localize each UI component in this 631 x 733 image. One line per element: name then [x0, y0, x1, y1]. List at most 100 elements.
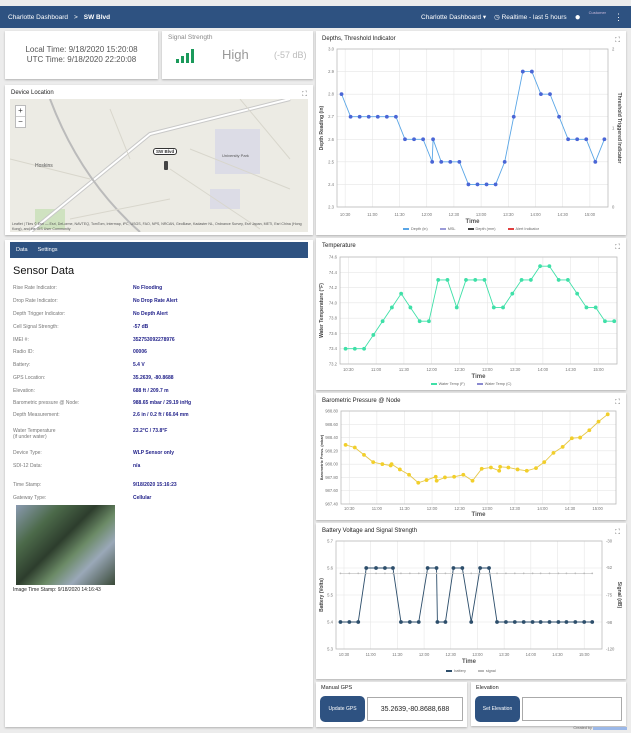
data-point[interactable]: [565, 278, 570, 282]
data-point[interactable]: [452, 572, 455, 575]
data-point[interactable]: [470, 478, 475, 483]
data-point[interactable]: [383, 566, 387, 570]
data-point[interactable]: [448, 159, 453, 164]
data-point[interactable]: [389, 462, 394, 467]
data-point[interactable]: [487, 566, 491, 570]
data-point[interactable]: [407, 620, 412, 624]
data-point[interactable]: [473, 278, 478, 282]
map-marker-icon[interactable]: [164, 161, 168, 170]
data-point[interactable]: [488, 572, 490, 575]
data-point[interactable]: [375, 572, 377, 575]
data-point[interactable]: [596, 419, 601, 424]
data-point[interactable]: [417, 319, 422, 324]
data-point[interactable]: [375, 114, 380, 119]
data-point[interactable]: [547, 620, 552, 624]
set-elevation-button[interactable]: Set Elevation: [475, 696, 520, 722]
legend-item[interactable]: Depth (mm): [467, 227, 496, 231]
data-point[interactable]: [506, 465, 511, 470]
data-point[interactable]: [452, 474, 457, 479]
data-point[interactable]: [399, 620, 403, 624]
data-point[interactable]: [352, 346, 357, 351]
data-point[interactable]: [574, 572, 577, 575]
data-point[interactable]: [389, 305, 394, 310]
data-point[interactable]: [348, 572, 351, 575]
data-point[interactable]: [556, 278, 561, 282]
legend-item[interactable]: battery: [446, 669, 466, 673]
data-point[interactable]: [513, 572, 516, 575]
expand-icon[interactable]: ⛶: [302, 91, 307, 98]
data-point[interactable]: [602, 137, 607, 142]
data-point[interactable]: [539, 92, 543, 97]
data-point[interactable]: [591, 572, 594, 575]
data-point[interactable]: [569, 436, 574, 441]
data-point[interactable]: [338, 620, 343, 624]
data-point[interactable]: [357, 572, 360, 575]
data-point[interactable]: [496, 572, 498, 575]
data-point[interactable]: [578, 435, 583, 440]
data-point[interactable]: [511, 114, 516, 119]
data-point[interactable]: [384, 572, 386, 575]
data-point[interactable]: [347, 620, 352, 624]
zoom-out-button[interactable]: −: [16, 116, 25, 127]
data-point[interactable]: [542, 460, 547, 465]
data-point[interactable]: [539, 572, 542, 575]
tab-data[interactable]: Data: [16, 247, 28, 253]
data-point[interactable]: [502, 159, 507, 164]
data-point[interactable]: [339, 572, 342, 575]
data-point[interactable]: [371, 333, 376, 337]
data-point[interactable]: [519, 278, 524, 282]
data-point[interactable]: [454, 305, 459, 310]
data-point[interactable]: [505, 572, 507, 575]
data-point[interactable]: [431, 137, 435, 142]
data-point[interactable]: [469, 620, 474, 624]
data-point[interactable]: [495, 620, 499, 624]
data-point[interactable]: [504, 620, 508, 624]
data-point[interactable]: [416, 620, 421, 624]
expand-icon[interactable]: ⛶: [615, 529, 620, 536]
data-point[interactable]: [408, 305, 413, 310]
data-point[interactable]: [582, 620, 587, 624]
data-point[interactable]: [556, 620, 561, 624]
data-point[interactable]: [548, 92, 552, 97]
legend-item[interactable]: Alert Indicator: [507, 227, 539, 231]
expand-icon[interactable]: ⛶: [615, 244, 620, 251]
data-point[interactable]: [493, 182, 498, 187]
data-point[interactable]: [364, 566, 369, 570]
data-point[interactable]: [433, 474, 438, 479]
data-point[interactable]: [573, 620, 578, 624]
data-point[interactable]: [400, 572, 402, 575]
data-point[interactable]: [491, 305, 496, 310]
data-point[interactable]: [434, 478, 439, 483]
legend-item[interactable]: Water Temp (C): [476, 382, 511, 386]
data-point[interactable]: [557, 114, 561, 119]
data-point[interactable]: [538, 264, 543, 269]
breadcrumb-root-link[interactable]: Charlotte Dashboard: [8, 13, 68, 21]
data-point[interactable]: [547, 264, 552, 269]
data-point[interactable]: [374, 566, 378, 570]
update-gps-button[interactable]: Update GPS: [320, 696, 365, 722]
data-point[interactable]: [430, 159, 435, 164]
data-point[interactable]: [575, 291, 580, 296]
data-point[interactable]: [457, 159, 462, 164]
data-point[interactable]: [557, 572, 560, 575]
data-point[interactable]: [548, 572, 551, 575]
data-point[interactable]: [538, 620, 543, 624]
tab-settings[interactable]: Settings: [37, 247, 58, 253]
data-point[interactable]: [489, 465, 493, 470]
data-point[interactable]: [371, 460, 376, 465]
zoom-in-button[interactable]: +: [18, 106, 23, 115]
data-point[interactable]: [565, 572, 568, 575]
data-point[interactable]: [583, 572, 586, 575]
data-point[interactable]: [593, 159, 598, 164]
data-point[interactable]: [443, 475, 447, 480]
data-point[interactable]: [343, 346, 348, 351]
data-point[interactable]: [407, 472, 411, 477]
data-point[interactable]: [416, 480, 421, 485]
data-point[interactable]: [339, 92, 344, 97]
data-point[interactable]: [478, 566, 483, 570]
data-point[interactable]: [512, 620, 517, 624]
data-point[interactable]: [590, 620, 595, 624]
data-point[interactable]: [445, 278, 450, 282]
user-avatar-icon[interactable]: ●: [574, 11, 581, 23]
data-point[interactable]: [435, 572, 438, 575]
